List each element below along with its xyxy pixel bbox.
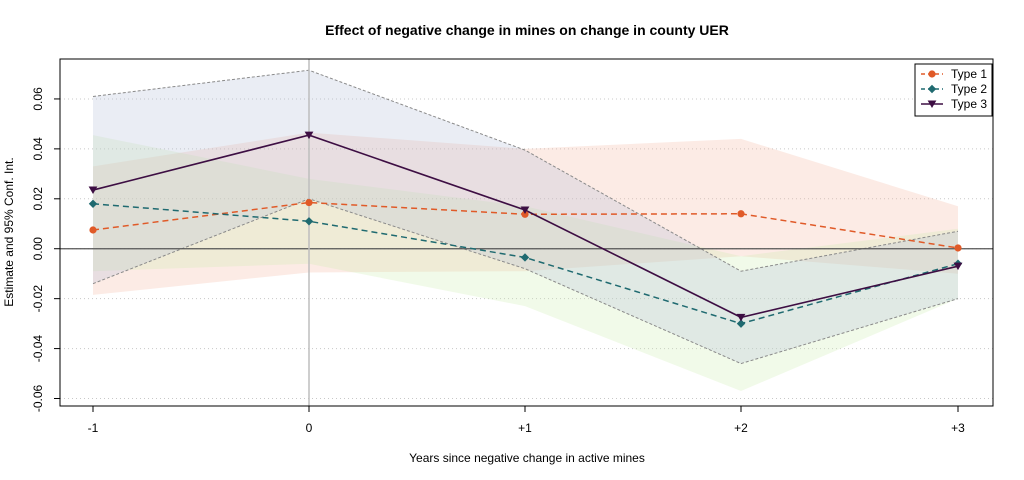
legend-swatch-marker <box>928 70 936 78</box>
data-point-series-3 <box>304 131 314 140</box>
band-outline-lower <box>92 198 959 365</box>
y-tick-label: -0.06 <box>31 385 45 413</box>
data-point-series-2 <box>88 199 98 208</box>
data-point-series-1 <box>737 210 745 218</box>
x-tick-label: -1 <box>88 421 99 435</box>
x-tick-label: +1 <box>518 421 532 435</box>
chart-title: Effect of negative change in mines on ch… <box>325 22 729 38</box>
data-point-series-1 <box>954 244 962 252</box>
data-point-series-3 <box>88 186 98 195</box>
band-outline-upper <box>92 69 959 272</box>
x-tick-label: 0 <box>306 421 313 435</box>
y-tick-label: 0.00 <box>31 237 45 261</box>
confidence-bands <box>92 69 959 392</box>
legend-label: Type 1 <box>951 67 987 81</box>
data-point-series-2 <box>736 319 746 328</box>
data-point-series-3 <box>736 313 746 322</box>
data-point-series-2 <box>520 253 530 262</box>
data-point-series-1 <box>521 210 529 218</box>
y-tick-label: -0.04 <box>31 335 45 363</box>
y-tick-label: 0.04 <box>31 137 45 161</box>
y-tick-label: 0.02 <box>31 187 45 211</box>
y-tick-label: 0.06 <box>31 87 45 111</box>
legend-swatch-marker <box>927 100 937 108</box>
legend-box <box>914 63 993 117</box>
reference-lines <box>60 59 993 406</box>
x-tick-label: +3 <box>951 421 965 435</box>
y-axis: 0.06 0.04 0.02 0.00 -0.02 -0.04 -0.06 <box>31 87 60 412</box>
y-tick-label: -0.02 <box>31 285 45 313</box>
series-markers <box>88 131 963 328</box>
x-axis: -1 0 +1 +2 +3 <box>88 406 965 435</box>
plot-frame <box>59 58 994 407</box>
data-point-series-3 <box>953 262 963 271</box>
data-point-series-3 <box>520 206 530 214</box>
x-axis-label: Years since negative change in active mi… <box>409 451 645 465</box>
legend-label: Type 2 <box>951 82 987 96</box>
x-tick-label: +2 <box>734 421 748 435</box>
legend-swatch-marker <box>927 84 937 94</box>
legend-label: Type 3 <box>951 97 987 111</box>
data-point-series-2 <box>304 217 314 226</box>
data-point-series-1 <box>89 226 97 234</box>
y-axis-label: Estimate and 95% Conf. Int. <box>2 157 16 306</box>
data-point-series-1 <box>305 198 313 207</box>
